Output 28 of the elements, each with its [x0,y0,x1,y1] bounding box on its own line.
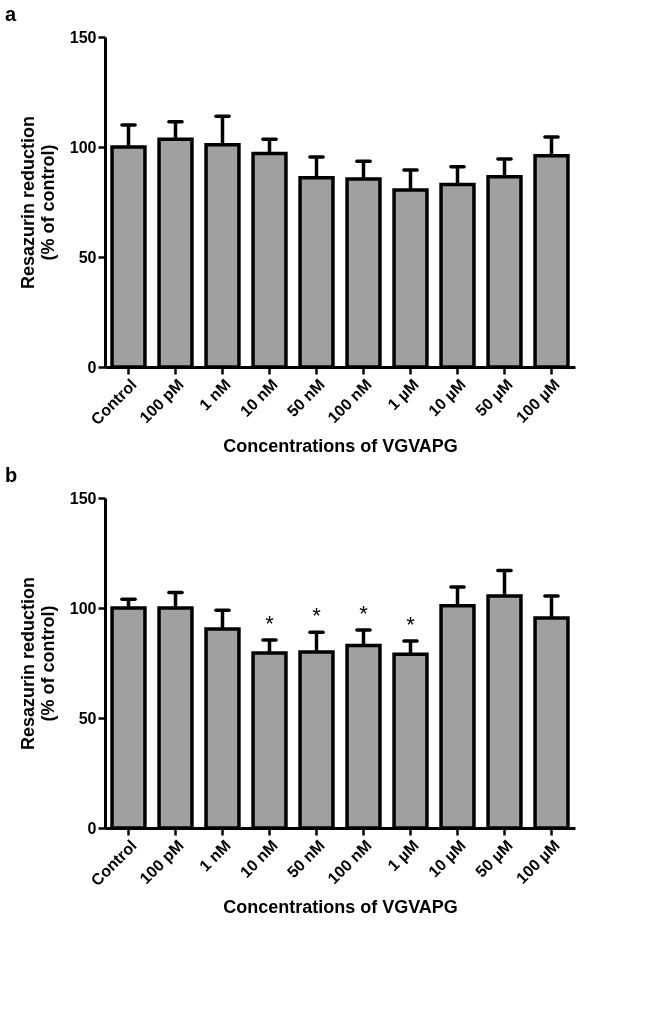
x-tick-label: 10 µM [425,375,469,420]
annotation: * [312,603,322,629]
y-axis-title: Resazurin reduction (% of control) [17,115,58,290]
y-tick-label: 0 [87,358,97,376]
x-tick-label: 10 nM [236,836,281,881]
x-tick-label: 1 µM [384,375,422,414]
annotation: * [265,610,275,636]
x-tick-label: 1 nM [196,375,234,414]
y-tick-label: 100 [69,138,97,156]
y-axis-title: Resazurin reduction (% of control) [17,576,58,751]
y-tick-label: 50 [78,248,97,266]
x-axis-title: Concentrations of VGVAPG [223,436,458,457]
y-tick-label: 0 [87,819,97,837]
x-tick-label: 1 nM [196,836,234,875]
x-tick-label: 100 pM [136,375,187,427]
x-tick-label: 1 µM [384,836,422,875]
y-tick-label: 50 [78,709,97,727]
x-tick-label: 10 µM [425,836,469,881]
x-tick-label: 100 pM [136,836,187,888]
y-tick-label: 150 [69,28,97,46]
annotation: * [359,601,369,626]
chart-title: a [5,3,17,25]
chart-title: b [5,464,18,486]
x-tick-label: 10 nM [236,375,281,420]
y-tick-label: 100 [69,599,97,617]
y-tick-label: 150 [69,489,97,507]
annotation: * [406,612,416,637]
x-axis-title: Concentrations of VGVAPG [223,897,458,918]
